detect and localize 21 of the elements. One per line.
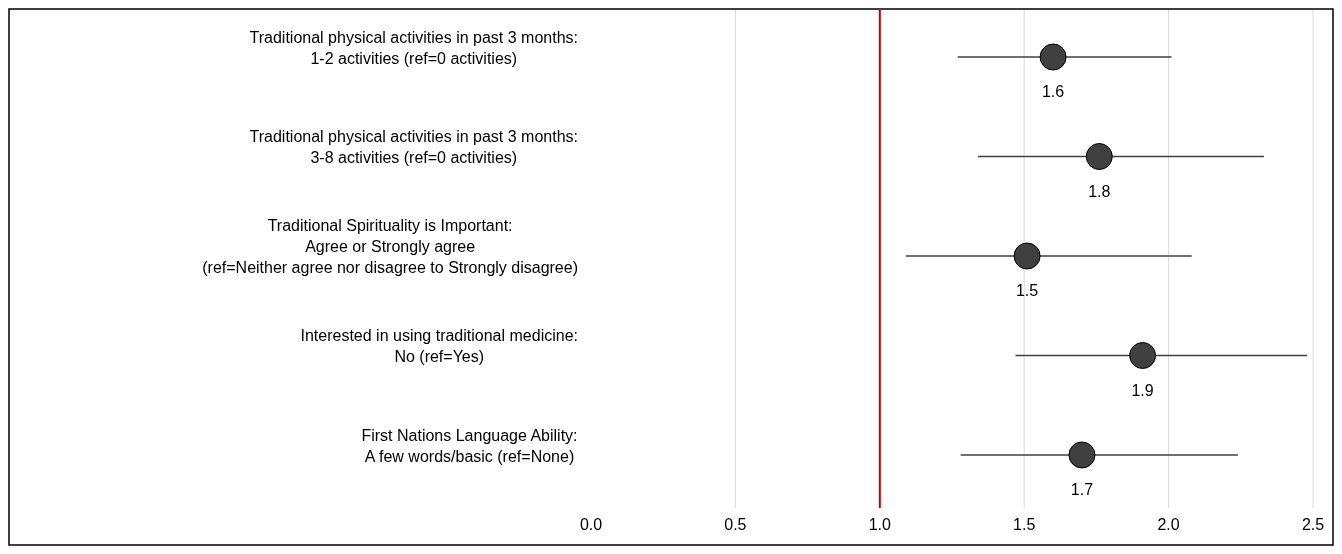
point bbox=[1085, 143, 1113, 170]
y-tick-label: Traditional Spirituality is Important: Agree or Strongly agree (ref=Neither agree nor disagree to Strongly disagree) bbox=[202, 217, 578, 276]
x-tick-label: 2.5 bbox=[1301, 516, 1325, 533]
data-label: 1.7 bbox=[1070, 481, 1094, 498]
y-tick-label: Traditional physical activities in past 3 months: 1-2 activities (ref=0 activities) bbox=[249, 28, 578, 67]
y-tick-label: Traditional physical activities in past 3 months: 3-8 activities (ref=0 activities) bbox=[249, 128, 578, 166]
x-tick-label: 2.0 bbox=[1157, 516, 1180, 533]
y-tick-label: First Nations Language Ability: A few words/basic (ref=None) bbox=[361, 426, 578, 465]
x-tick-label: 0.5 bbox=[724, 516, 747, 533]
point bbox=[1013, 242, 1041, 270]
point bbox=[1039, 43, 1067, 71]
data-label: 1.5 bbox=[1015, 282, 1039, 299]
x-tick-label: 1.5 bbox=[1013, 516, 1036, 533]
point bbox=[1068, 441, 1096, 469]
x-tick-label: 1.0 bbox=[868, 516, 892, 533]
point bbox=[1129, 342, 1157, 369]
data-label: 1.9 bbox=[1131, 381, 1154, 399]
x-tick-label: 0.0 bbox=[579, 516, 603, 533]
data-label: 1.8 bbox=[1088, 182, 1111, 200]
data-label: 1.6 bbox=[1041, 83, 1065, 100]
y-tick-label: Interested in using traditional medicine: No (ref=Yes) bbox=[300, 327, 578, 365]
